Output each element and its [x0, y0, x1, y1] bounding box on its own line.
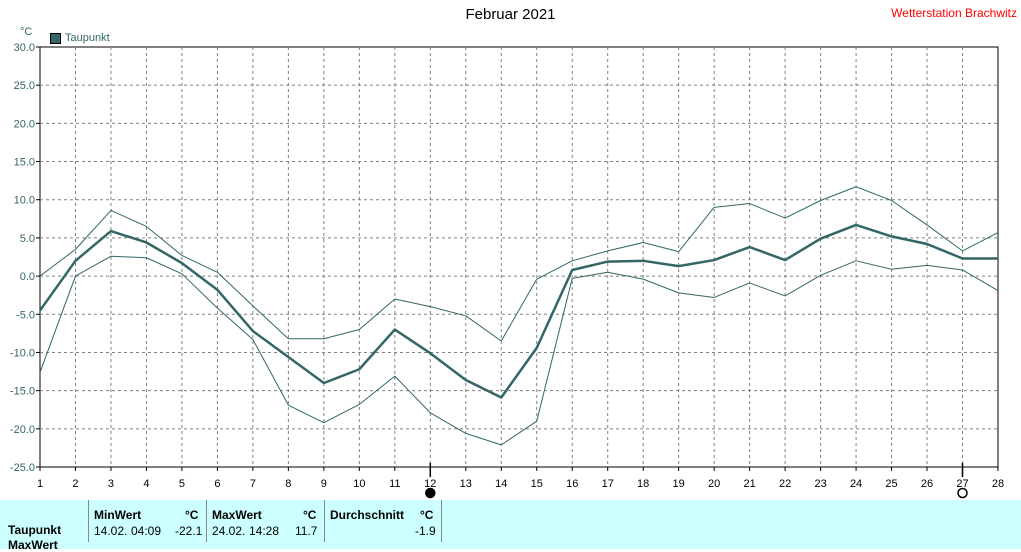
max-date: 24.02. [212, 524, 246, 538]
station-name: Wetterstation Brachwitz [891, 6, 1017, 20]
x-tick-label: 10 [353, 478, 365, 490]
legend-label: Taupunkt [65, 32, 110, 44]
y-tick-label: -10.0 [10, 347, 35, 359]
x-tick-label: 1 [37, 478, 43, 490]
y-tick-label: 0.0 [20, 271, 35, 283]
stats-panel: Taupunkt MaxWert MinWert °C 14.02. 04:09… [0, 500, 1021, 552]
x-tick-label: 9 [321, 478, 327, 490]
x-tick-label: 28 [992, 478, 1004, 490]
plot-frame [39, 46, 999, 468]
series-line-min [39, 255, 999, 446]
series-line-mean [38, 223, 998, 399]
stats-row-label: Taupunkt [8, 523, 62, 537]
y-tick-label: 5.0 [20, 233, 35, 245]
x-tick-label: 17 [602, 478, 614, 490]
chart-title: Februar 2021 [465, 6, 556, 23]
new-moon-icon [957, 487, 968, 499]
max-time: 14:28 [249, 524, 280, 538]
y-tick-label: 15.0 [14, 157, 35, 169]
x-tick-label: 26 [921, 478, 933, 490]
chart-canvas: 30.0 25.0 20.0 15.0 10.0 5.0 0.0 -5.0 -10.0 -15.0… [10, 42, 1004, 499]
x-tick-label: 20 [708, 478, 720, 490]
stats-divider [441, 500, 442, 542]
y-tick-label: -15.0 [10, 386, 35, 398]
min-value: -22.1 [175, 524, 203, 538]
x-tick-label: 27 [956, 478, 968, 490]
x-tick-label: 2 [72, 478, 78, 490]
y-tick-label: -25.0 [10, 462, 35, 474]
x-tick-label: 25 [885, 478, 897, 490]
y-tick-label: 25.0 [14, 80, 35, 92]
x-tick-label: 3 [108, 478, 114, 490]
stats-row2-label: MaxWert [8, 538, 58, 552]
y-tick-label: 20.0 [14, 118, 35, 130]
y-tick-label: -20.0 [10, 424, 35, 436]
min-time: 04:09 [131, 524, 162, 538]
stats-divider [206, 500, 207, 542]
avg-value: -1.9 [415, 524, 436, 538]
y-tick-label: 30.0 [14, 42, 35, 54]
x-tick-label: 23 [814, 478, 826, 490]
min-unit: °C [185, 508, 199, 522]
x-tick-label: 7 [250, 478, 256, 490]
y-axis-unit: °C [20, 26, 33, 38]
max-unit: °C [303, 508, 317, 522]
legend: Taupunkt [50, 32, 110, 44]
x-tick-label: 18 [637, 478, 649, 490]
y-tick-label: 10.0 [14, 195, 35, 207]
avg-header: Durchschnitt [330, 508, 405, 522]
x-tick-label: 13 [460, 478, 472, 490]
stats-divider [88, 500, 89, 542]
avg-unit: °C [420, 508, 434, 522]
x-tick-label: 22 [779, 478, 791, 490]
x-tick-label: 15 [531, 478, 543, 490]
x-tick-label: 24 [850, 478, 862, 490]
y-tick-label: -5.0 [16, 309, 35, 321]
x-tick-label: 21 [744, 478, 756, 490]
min-header: MinWert [94, 508, 142, 522]
x-tick-label: 12 [424, 478, 436, 490]
max-value: 11.7 [295, 524, 318, 538]
max-header: MaxWert [212, 508, 262, 522]
min-date: 14.02. [94, 524, 128, 538]
legend-swatch [50, 32, 61, 44]
x-tick-label: 19 [673, 478, 685, 490]
x-tick-label: 11 [389, 478, 400, 490]
x-tick-label: 4 [143, 478, 149, 490]
x-tick-label: 16 [566, 478, 578, 490]
full-moon-icon [425, 487, 436, 499]
x-tick-label: 14 [495, 478, 507, 490]
x-tick-label: 5 [179, 478, 185, 490]
series-line-max [39, 186, 999, 342]
x-tick-label: 6 [214, 478, 220, 490]
x-tick-label: 8 [285, 478, 291, 490]
stats-divider [324, 500, 325, 542]
